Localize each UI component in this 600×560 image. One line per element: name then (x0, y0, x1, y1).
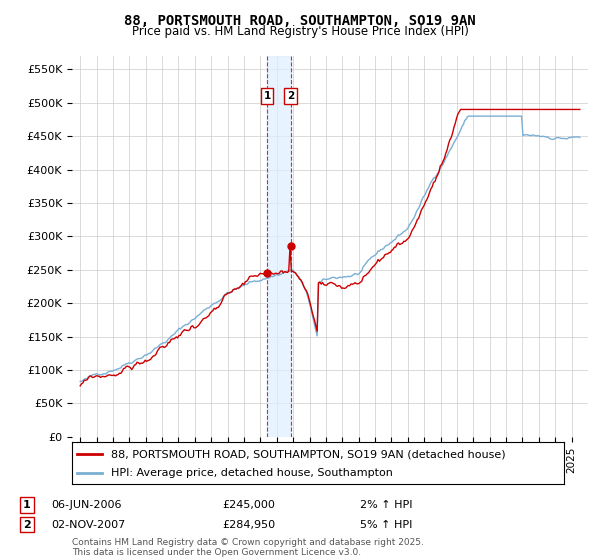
Text: HPI: Average price, detached house, Southampton: HPI: Average price, detached house, Sout… (112, 468, 393, 478)
Text: 5% ↑ HPI: 5% ↑ HPI (360, 520, 412, 530)
Text: £245,000: £245,000 (222, 500, 275, 510)
Text: 1: 1 (23, 500, 31, 510)
Text: 88, PORTSMOUTH ROAD, SOUTHAMPTON, SO19 9AN (detached house): 88, PORTSMOUTH ROAD, SOUTHAMPTON, SO19 9… (112, 449, 506, 459)
Text: 88, PORTSMOUTH ROAD, SOUTHAMPTON, SO19 9AN: 88, PORTSMOUTH ROAD, SOUTHAMPTON, SO19 9… (124, 14, 476, 28)
Text: Contains HM Land Registry data © Crown copyright and database right 2025.
This d: Contains HM Land Registry data © Crown c… (72, 538, 424, 557)
Text: 1: 1 (263, 91, 271, 101)
Text: £284,950: £284,950 (222, 520, 275, 530)
Text: Price paid vs. HM Land Registry's House Price Index (HPI): Price paid vs. HM Land Registry's House … (131, 25, 469, 38)
Text: 02-NOV-2007: 02-NOV-2007 (51, 520, 125, 530)
Bar (267, 56, 290, 437)
Text: 06-JUN-2006: 06-JUN-2006 (51, 500, 121, 510)
Text: 2: 2 (23, 520, 31, 530)
Text: 2% ↑ HPI: 2% ↑ HPI (360, 500, 413, 510)
Text: 2: 2 (287, 91, 294, 101)
